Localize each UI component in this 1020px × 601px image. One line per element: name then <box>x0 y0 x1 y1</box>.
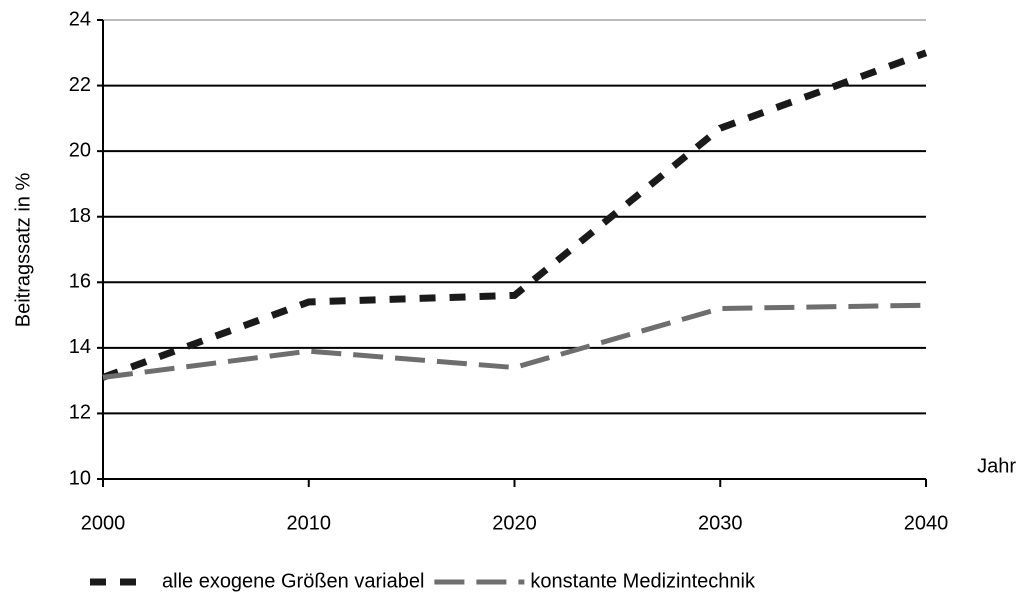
y-tick-label: 24 <box>69 8 91 30</box>
y-tick-label: 22 <box>69 74 91 96</box>
series-line <box>101 49 928 381</box>
x-tick-label: 2010 <box>287 512 332 534</box>
x-tick-label: 2040 <box>904 512 949 534</box>
y-tick-label: 14 <box>69 336 91 358</box>
legend-label: alle exogene Größen variabel <box>162 570 424 592</box>
y-tick-label: 20 <box>69 139 91 161</box>
x-tick-label: 2000 <box>81 512 126 534</box>
y-tick-label: 12 <box>69 402 91 424</box>
y-tick-label: 18 <box>69 205 91 227</box>
x-tick-label: 2020 <box>492 512 537 534</box>
y-tick-label: 16 <box>69 271 91 293</box>
x-axis-label: Jahr <box>977 455 1016 477</box>
y-axis-label: Beitragssatz in % <box>12 173 34 328</box>
y-tick-label: 10 <box>69 467 91 489</box>
series-line <box>102 302 927 380</box>
legend-label: konstante Medizintechnik <box>530 570 756 592</box>
x-tick-label: 2030 <box>698 512 743 534</box>
